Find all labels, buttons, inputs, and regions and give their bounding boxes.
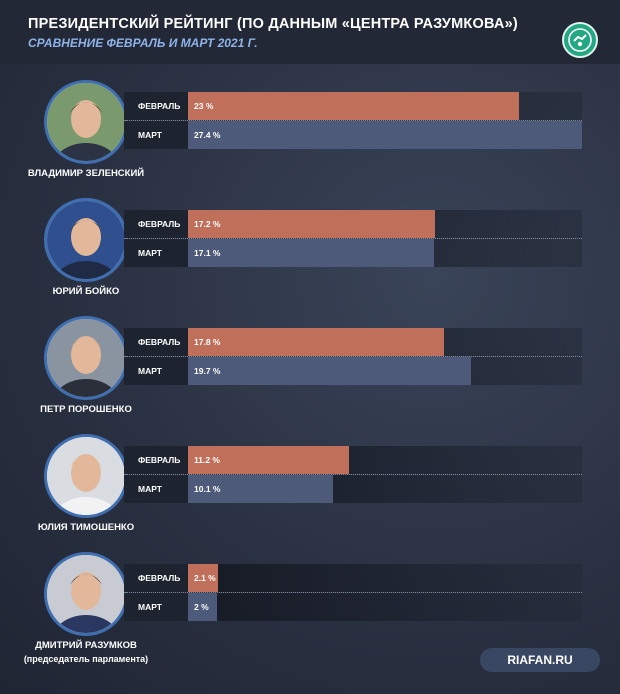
source-badge[interactable]: RIAFAN.RU xyxy=(480,648,600,672)
divider xyxy=(124,474,582,475)
bar-feb: 17.8 % xyxy=(188,328,444,356)
candidate-name: ВЛАДИМИР ЗЕЛЕНСКИЙ xyxy=(27,168,145,179)
chart-subtitle: СРАВНЕНИЕ ФЕВРАЛЬ И МАРТ 2021 Г. xyxy=(28,36,258,50)
divider xyxy=(124,356,582,357)
bar-track xyxy=(188,593,582,621)
bar-mar: 2 % xyxy=(188,593,217,621)
candidate-photo xyxy=(44,80,128,164)
series-label-mar: МАРТ xyxy=(124,239,188,267)
bar-feb: 2.1 % xyxy=(188,564,218,592)
candidate-note: (председатель парламента) xyxy=(23,654,149,664)
bar-mar: 17.1 % xyxy=(188,239,434,267)
divider xyxy=(124,592,582,593)
series-label-mar: МАРТ xyxy=(124,121,188,149)
series-label-feb: ФЕВРАЛЬ xyxy=(124,564,188,592)
candidate-photo xyxy=(44,316,128,400)
chart-title: ПРЕЗИДЕНТСКИЙ РЕЙТИНГ (ПО ДАННЫМ «ЦЕНТРА… xyxy=(28,16,518,32)
bar-mar: 27.4 % xyxy=(188,121,582,149)
series-label-feb: ФЕВРАЛЬ xyxy=(124,328,188,356)
series-label-mar: МАРТ xyxy=(124,357,188,385)
candidate-name: ЮРИЙ БОЙКО xyxy=(52,286,120,297)
series-label-feb: ФЕВРАЛЬ xyxy=(124,210,188,238)
series-label-mar: МАРТ xyxy=(124,475,188,503)
logo-icon xyxy=(562,22,598,58)
series-label-feb: ФЕВРАЛЬ xyxy=(124,92,188,120)
candidate-name: ДМИТРИЙ РАЗУМКОВ xyxy=(35,640,137,651)
bar-mar: 10.1 % xyxy=(188,475,333,503)
series-label-feb: ФЕВРАЛЬ xyxy=(124,446,188,474)
bar-mar: 19.7 % xyxy=(188,357,471,385)
candidate-name: ЮЛИЯ ТИМОШЕНКО xyxy=(37,522,135,533)
candidate-photo xyxy=(44,198,128,282)
bar-feb: 11.2 % xyxy=(188,446,349,474)
candidate-photo xyxy=(44,552,128,636)
header-banner: ПРЕЗИДЕНТСКИЙ РЕЙТИНГ (ПО ДАННЫМ «ЦЕНТРА… xyxy=(0,0,620,64)
divider xyxy=(124,238,582,239)
bar-feb: 17.2 % xyxy=(188,210,435,238)
candidate-name: ПЕТР ПОРОШЕНКО xyxy=(40,404,132,415)
bar-track xyxy=(188,564,582,592)
candidate-photo xyxy=(44,434,128,518)
divider xyxy=(124,120,582,121)
bar-feb: 23 % xyxy=(188,92,519,120)
series-label-mar: МАРТ xyxy=(124,593,188,621)
